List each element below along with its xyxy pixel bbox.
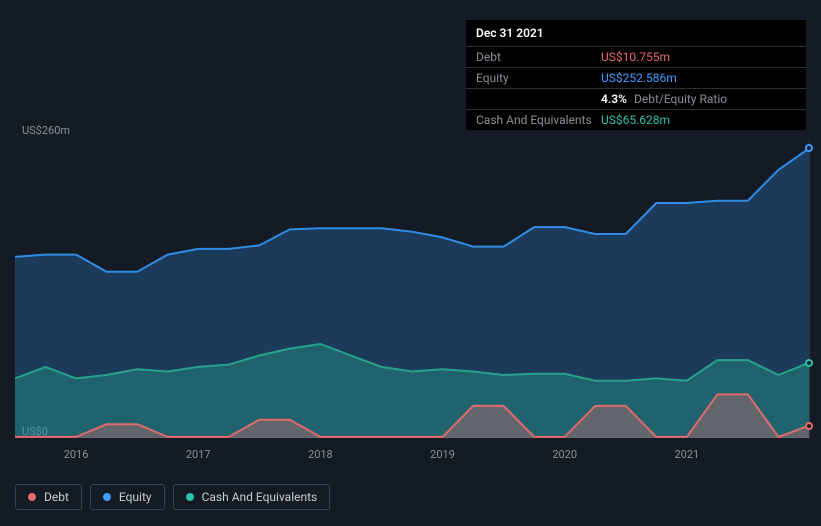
legend-label: Equity bbox=[119, 490, 152, 504]
tooltip-value: US$65.628m bbox=[601, 113, 670, 127]
tooltip-date: Dec 31 2021 bbox=[466, 20, 806, 46]
xaxis-tick: 2020 bbox=[552, 448, 577, 461]
tooltip-row-ratio: 4.3% Debt/Equity Ratio bbox=[466, 88, 806, 109]
tooltip-label bbox=[476, 92, 601, 106]
legend-label: Debt bbox=[44, 490, 69, 504]
chart-container: Dec 31 2021 Debt US$10.755m Equity US$25… bbox=[0, 0, 821, 526]
tooltip: Dec 31 2021 Debt US$10.755m Equity US$25… bbox=[466, 20, 806, 130]
series-end-marker bbox=[805, 144, 813, 152]
tooltip-row-debt: Debt US$10.755m bbox=[466, 46, 806, 67]
legend: Debt Equity Cash And Equivalents bbox=[15, 484, 330, 510]
xaxis-tick: 2018 bbox=[308, 448, 333, 461]
xaxis-tick: 2017 bbox=[186, 448, 211, 461]
hover-line bbox=[809, 140, 810, 438]
xaxis-tick: 2021 bbox=[674, 448, 699, 461]
tooltip-label: Cash And Equivalents bbox=[476, 113, 601, 127]
legend-dot bbox=[28, 493, 36, 501]
xaxis-tick: 2016 bbox=[64, 448, 89, 461]
legend-item-equity[interactable]: Equity bbox=[90, 484, 165, 510]
tooltip-value: US$252.586m bbox=[601, 71, 677, 85]
legend-label: Cash And Equivalents bbox=[202, 490, 318, 504]
tooltip-value: 4.3% Debt/Equity Ratio bbox=[601, 92, 727, 106]
yaxis-label-max: US$260m bbox=[22, 124, 70, 137]
chart-svg bbox=[15, 140, 809, 438]
legend-dot bbox=[103, 493, 111, 501]
legend-item-debt[interactable]: Debt bbox=[15, 484, 82, 510]
legend-dot bbox=[186, 493, 194, 501]
series-end-marker bbox=[805, 359, 813, 367]
tooltip-label: Equity bbox=[476, 71, 601, 85]
tooltip-row-equity: Equity US$252.586m bbox=[466, 67, 806, 88]
legend-item-cash[interactable]: Cash And Equivalents bbox=[173, 484, 331, 510]
tooltip-label: Debt bbox=[476, 50, 601, 64]
plot-area[interactable] bbox=[15, 140, 809, 438]
xaxis: 2016 2017 2018 2019 2020 2021 bbox=[15, 448, 809, 466]
series-end-marker bbox=[805, 422, 813, 430]
xaxis-tick: 2019 bbox=[430, 448, 455, 461]
tooltip-row-cash: Cash And Equivalents US$65.628m bbox=[466, 109, 806, 130]
tooltip-value: US$10.755m bbox=[601, 50, 670, 64]
